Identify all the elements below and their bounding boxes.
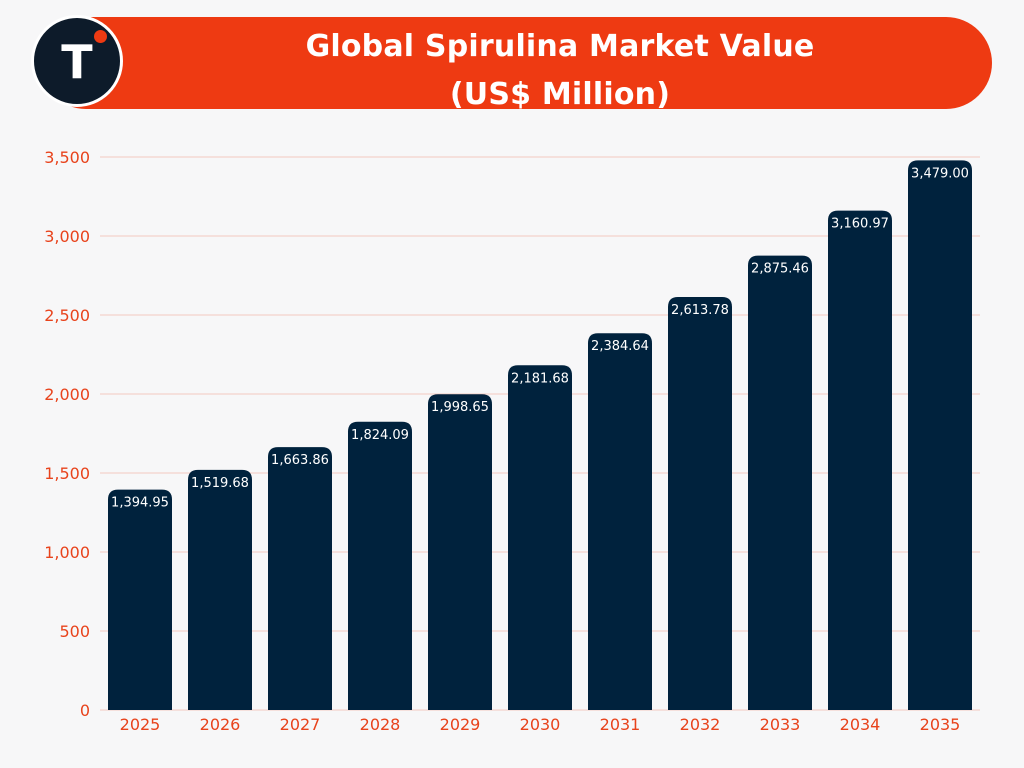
data-label: 2,384.64	[591, 339, 649, 354]
x-tick-label: 2029	[440, 715, 481, 734]
data-label: 2,875.46	[751, 262, 809, 277]
data-label: 2,613.78	[671, 303, 729, 318]
chart-title: Global Spirulina Market Value (US$ Milli…	[128, 23, 992, 119]
bar	[908, 160, 972, 710]
bar	[428, 394, 492, 710]
x-tick-label: 2027	[280, 715, 321, 734]
chart-title-line-2: (US$ Million)	[449, 77, 671, 112]
y-tick-label: 2,500	[44, 306, 90, 325]
logo-dot-icon	[94, 30, 107, 43]
x-tick-label: 2031	[600, 715, 641, 734]
y-tick-label: 0	[80, 701, 90, 720]
y-tick-label: 1,500	[44, 464, 90, 483]
brand-logo: T	[31, 15, 123, 107]
x-tick-label: 2030	[520, 715, 561, 734]
data-label: 1,519.68	[191, 476, 249, 491]
y-tick-label: 3,500	[44, 148, 90, 167]
bar	[828, 210, 892, 710]
data-label: 1,998.65	[431, 400, 489, 415]
data-label: 2,181.68	[511, 371, 569, 386]
y-tick-label: 3,000	[44, 227, 90, 246]
x-tick-label: 2028	[360, 715, 401, 734]
bar	[348, 421, 412, 710]
bar	[268, 447, 332, 710]
x-tick-label: 2032	[680, 715, 721, 734]
bar	[748, 255, 812, 711]
logo-letter: T	[61, 35, 93, 89]
bar	[508, 365, 572, 710]
y-tick-label: 1,000	[44, 543, 90, 562]
chart-title-line-1: Global Spirulina Market Value	[305, 29, 815, 64]
data-label: 3,160.97	[831, 217, 889, 232]
x-tick-label: 2025	[120, 715, 161, 734]
x-tick-label: 2035	[920, 715, 961, 734]
data-label: 1,663.86	[271, 453, 329, 468]
data-label: 1,824.09	[351, 428, 409, 443]
data-label: 3,479.00	[911, 166, 969, 181]
bar	[588, 333, 652, 710]
y-tick-label: 2,000	[44, 385, 90, 404]
x-tick-label: 2026	[200, 715, 241, 734]
bar	[668, 297, 732, 710]
y-tick-label: 500	[59, 622, 90, 641]
data-label: 1,394.95	[111, 496, 169, 511]
title-banner: Global Spirulina Market Value (US$ Milli…	[40, 17, 992, 112]
x-tick-label: 2033	[760, 715, 801, 734]
bar	[108, 489, 172, 710]
bar	[188, 469, 252, 710]
x-tick-label: 2034	[840, 715, 881, 734]
